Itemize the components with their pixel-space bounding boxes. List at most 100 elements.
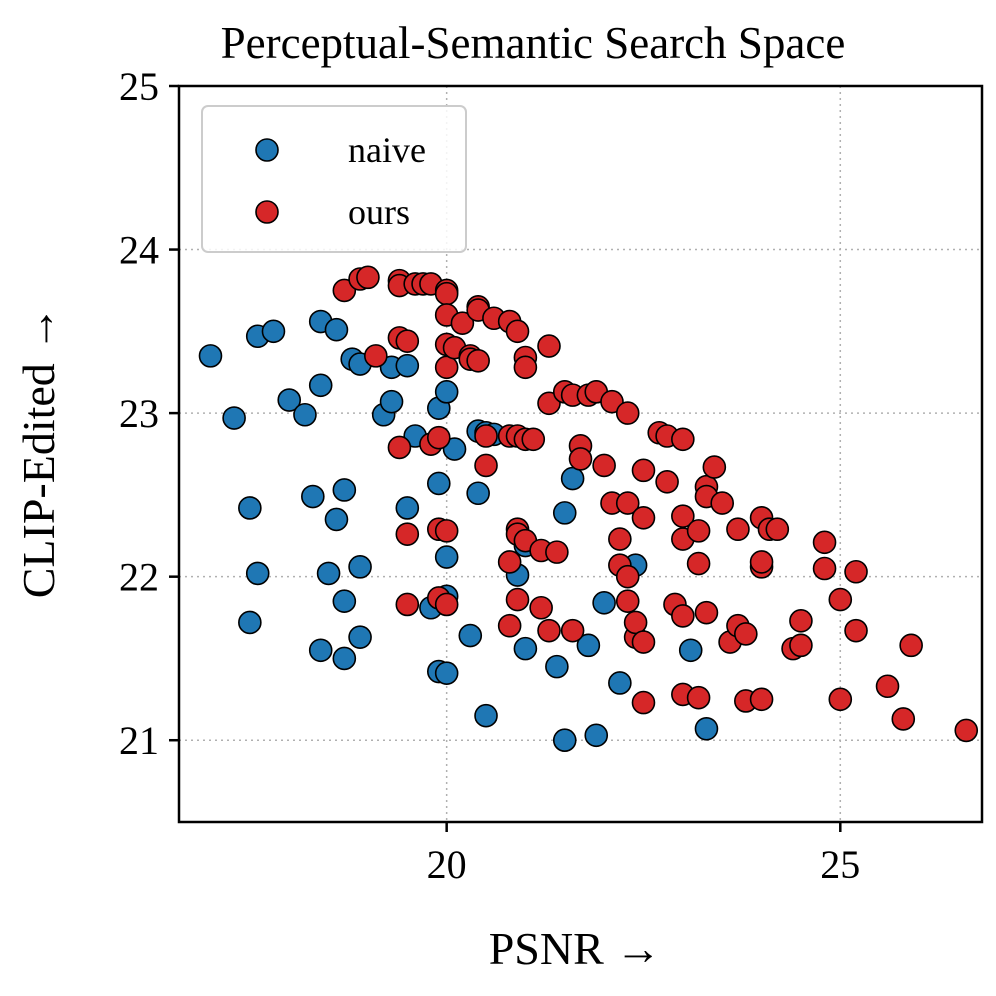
- ours-point: [434, 519, 459, 543]
- ours-point: [671, 504, 695, 528]
- naive-point: [458, 623, 483, 648]
- ours-point: [702, 455, 727, 479]
- naive-point: [245, 561, 270, 586]
- ours-point: [844, 559, 868, 584]
- ours-point: [615, 401, 640, 425]
- ours-point: [631, 630, 656, 654]
- ours-point: [671, 427, 695, 452]
- ours-point: [537, 618, 561, 643]
- y-axis-label: CLIP-Edited →: [13, 306, 64, 599]
- ours-point: [749, 687, 774, 712]
- ours-point: [631, 505, 656, 530]
- ours-point: [631, 690, 656, 715]
- ours-point: [505, 587, 530, 612]
- naive-point: [308, 638, 333, 663]
- ours-point: [466, 348, 490, 373]
- ours-point: [812, 556, 837, 581]
- y-tick-label: 22: [119, 555, 159, 600]
- ours-point: [521, 427, 546, 452]
- naive-point: [238, 610, 262, 635]
- ours-point: [537, 391, 561, 416]
- ours-point: [560, 618, 585, 643]
- ours-point: [426, 425, 451, 450]
- y-tick-label: 24: [119, 228, 159, 273]
- naive-point: [434, 380, 459, 404]
- naive-point: [395, 353, 420, 378]
- ours-point: [954, 718, 979, 743]
- legend-marker-naive: [255, 138, 279, 162]
- ours-point: [615, 564, 640, 589]
- series-ours: [332, 265, 979, 743]
- naive-point: [379, 389, 404, 414]
- naive-point: [324, 507, 349, 532]
- naive-point: [552, 728, 577, 753]
- naive-point: [442, 437, 467, 461]
- ours-point: [828, 687, 853, 712]
- ours-point: [828, 587, 853, 612]
- naive-point: [678, 638, 703, 663]
- ours-point: [726, 517, 750, 542]
- ours-point: [592, 453, 616, 478]
- x-axis-label: PSNR →: [489, 923, 662, 974]
- naive-point: [584, 723, 609, 748]
- ours-point: [631, 458, 656, 483]
- naive-point: [434, 545, 459, 569]
- ours-point: [537, 334, 561, 358]
- ours-point: [899, 633, 923, 658]
- ours-point: [600, 389, 624, 414]
- naive-point: [608, 671, 632, 695]
- naive-point: [198, 344, 223, 368]
- ours-point: [694, 600, 719, 625]
- naive-point: [324, 317, 349, 342]
- ours-point: [671, 604, 695, 628]
- ours-point: [364, 344, 388, 368]
- ours-point: [789, 609, 813, 633]
- naive-point: [348, 555, 372, 579]
- naive-point: [332, 478, 357, 502]
- ours-point: [749, 550, 774, 574]
- ours-point: [387, 435, 412, 460]
- series-naive: [198, 309, 719, 753]
- ours-point: [434, 592, 459, 617]
- ours-point: [474, 453, 498, 478]
- ours-point: [655, 470, 679, 494]
- ours-point: [505, 319, 530, 344]
- naive-point: [513, 636, 538, 661]
- ours-point: [608, 527, 632, 551]
- legend: naive ours: [201, 105, 467, 253]
- naive-point: [332, 589, 357, 614]
- legend-marker-ours: [255, 200, 279, 224]
- naive-point: [316, 561, 341, 586]
- naive-point: [238, 496, 262, 520]
- ours-point: [891, 707, 916, 731]
- x-tick-label: 20: [427, 842, 467, 887]
- ours-point: [686, 685, 711, 710]
- naive-point: [222, 406, 246, 430]
- naive-point: [466, 481, 490, 506]
- ours-point: [789, 633, 813, 658]
- ours-point: [513, 355, 538, 380]
- ours-point: [497, 613, 522, 638]
- ours-point: [395, 329, 420, 353]
- x-tick-label: 25: [820, 842, 860, 887]
- chart-title: Perceptual-Semantic Search Space: [221, 18, 846, 68]
- ours-point: [615, 491, 640, 515]
- naive-point: [545, 654, 569, 679]
- ours-point: [875, 674, 900, 699]
- ours-point: [765, 517, 790, 542]
- ours-point: [710, 491, 735, 515]
- plot-frame: [177, 84, 984, 824]
- naive-point: [301, 484, 325, 509]
- ours-point: [812, 530, 837, 555]
- ours-point: [529, 595, 553, 620]
- naive-point: [592, 591, 616, 615]
- ours-point: [844, 618, 868, 643]
- naive-point: [576, 633, 601, 658]
- naive-point: [261, 319, 286, 344]
- naive-point: [332, 646, 357, 671]
- ours-point: [545, 540, 569, 564]
- ours-point: [395, 522, 420, 546]
- ours-point: [395, 592, 420, 617]
- naive-point: [426, 471, 451, 496]
